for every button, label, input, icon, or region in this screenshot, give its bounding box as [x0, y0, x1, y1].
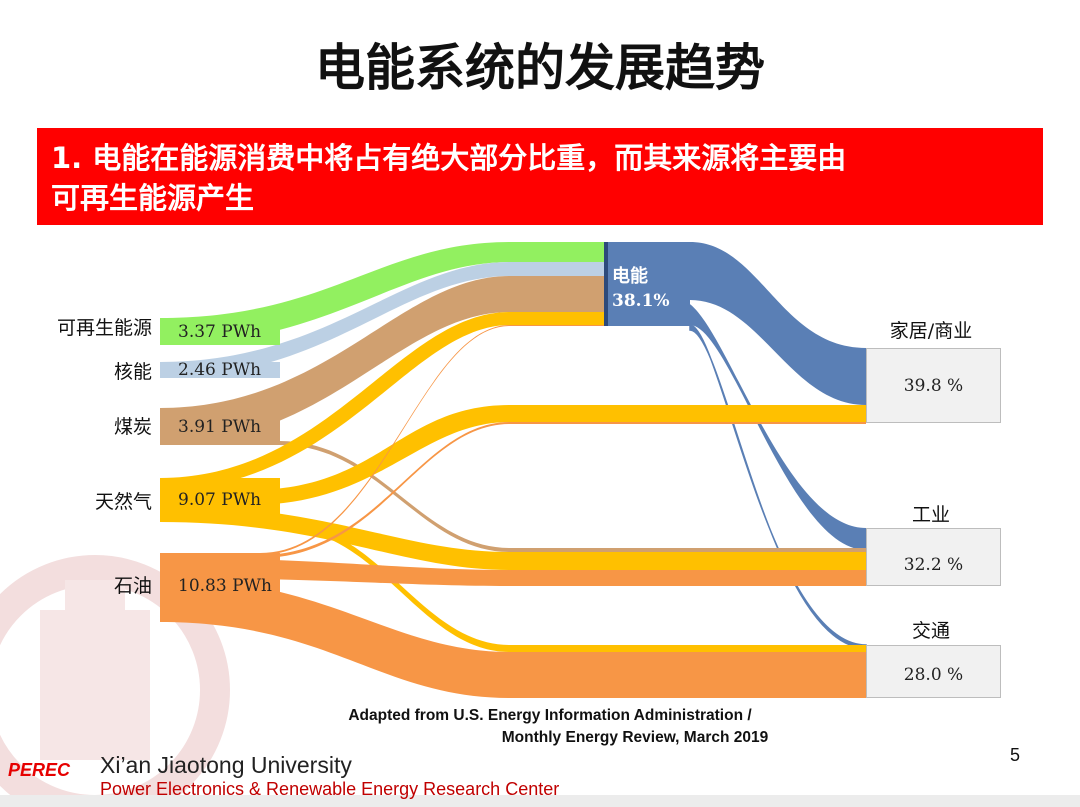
- sector-label-residential: 家居/商业: [889, 320, 973, 342]
- source-label-coal: 煤炭: [113, 416, 152, 438]
- node-nuclear: [160, 362, 280, 378]
- banner-line-2: 可再生能源产生: [51, 181, 255, 215]
- sector-label-transport: 交通: [911, 620, 950, 642]
- flow-gas-transport: [280, 522, 866, 652]
- footer-decoration: [0, 795, 1080, 807]
- source-label-gas: 天然气: [94, 491, 152, 513]
- page-number: 5: [1010, 745, 1021, 765]
- node-renewable: [160, 318, 280, 345]
- flow-nuclear-electricity: [160, 262, 607, 378]
- source-label-nuclear: 核能: [113, 361, 152, 383]
- source-value-gas: 9.07 PWh: [178, 490, 262, 510]
- flow-coal-electricity: [160, 276, 607, 445]
- flow-electricity-industry: [680, 300, 866, 550]
- source-value-coal: 3.91 PWh: [178, 417, 262, 437]
- source-value-renewable: 3.37 PWh: [178, 322, 262, 342]
- flow-gas-industry: [160, 505, 866, 570]
- flow-gas-residential: [250, 405, 866, 505]
- banner-line-1: 1. 电能在能源消费中将占有绝大部分比重，而其来源将主要由: [51, 141, 847, 175]
- perec-logo: PEREC: [8, 760, 71, 780]
- research-center-name: Power Electronics & Renewable Energy Res…: [100, 779, 560, 799]
- flow-oil-industry: [160, 558, 866, 586]
- source-label-renewable: 可再生能源: [56, 317, 152, 339]
- sector-pct-industry: 32.2 %: [866, 528, 1001, 586]
- citation-line-2: Monthly Energy Review, March 2019: [501, 729, 769, 746]
- sector-label-industry: 工业: [911, 504, 950, 526]
- flow-oil-transport: [160, 578, 866, 698]
- source-flows: [160, 242, 866, 698]
- flow-oil-residential: [260, 422, 866, 558]
- citation-line-1: Adapted from U.S. Energy Information Adm…: [348, 707, 752, 724]
- university-seal-watermark: [0, 555, 230, 807]
- source-nodes: [160, 318, 280, 622]
- source-value-oil: 10.83 PWh: [178, 576, 272, 596]
- source-citation: Adapted from U.S. Energy Information Adm…: [290, 705, 810, 749]
- electricity-label: 电能: [612, 266, 648, 287]
- node-oil: [160, 553, 280, 622]
- electricity-share: 38.1%: [612, 291, 670, 311]
- slide-title: 电能系统的发展趋势: [315, 39, 765, 97]
- university-name: Xi’an Jiaotong University: [100, 752, 352, 778]
- sector-pct-transport: 28.0 %: [866, 645, 1001, 698]
- node-coal: [160, 408, 280, 445]
- node-gas: [160, 478, 280, 522]
- source-value-nuclear: 2.46 PWh: [178, 360, 262, 380]
- source-label-oil: 石油: [113, 575, 152, 597]
- node-electricity: [607, 242, 690, 326]
- flow-coal-industry: [280, 441, 866, 552]
- headline-banner: 1. 电能在能源消费中将占有绝大部分比重，而其来源将主要由 可再生能源产生: [37, 128, 1043, 225]
- node-electricity-edge: [604, 242, 608, 326]
- sector-pct-residential: 39.8 %: [866, 348, 1001, 423]
